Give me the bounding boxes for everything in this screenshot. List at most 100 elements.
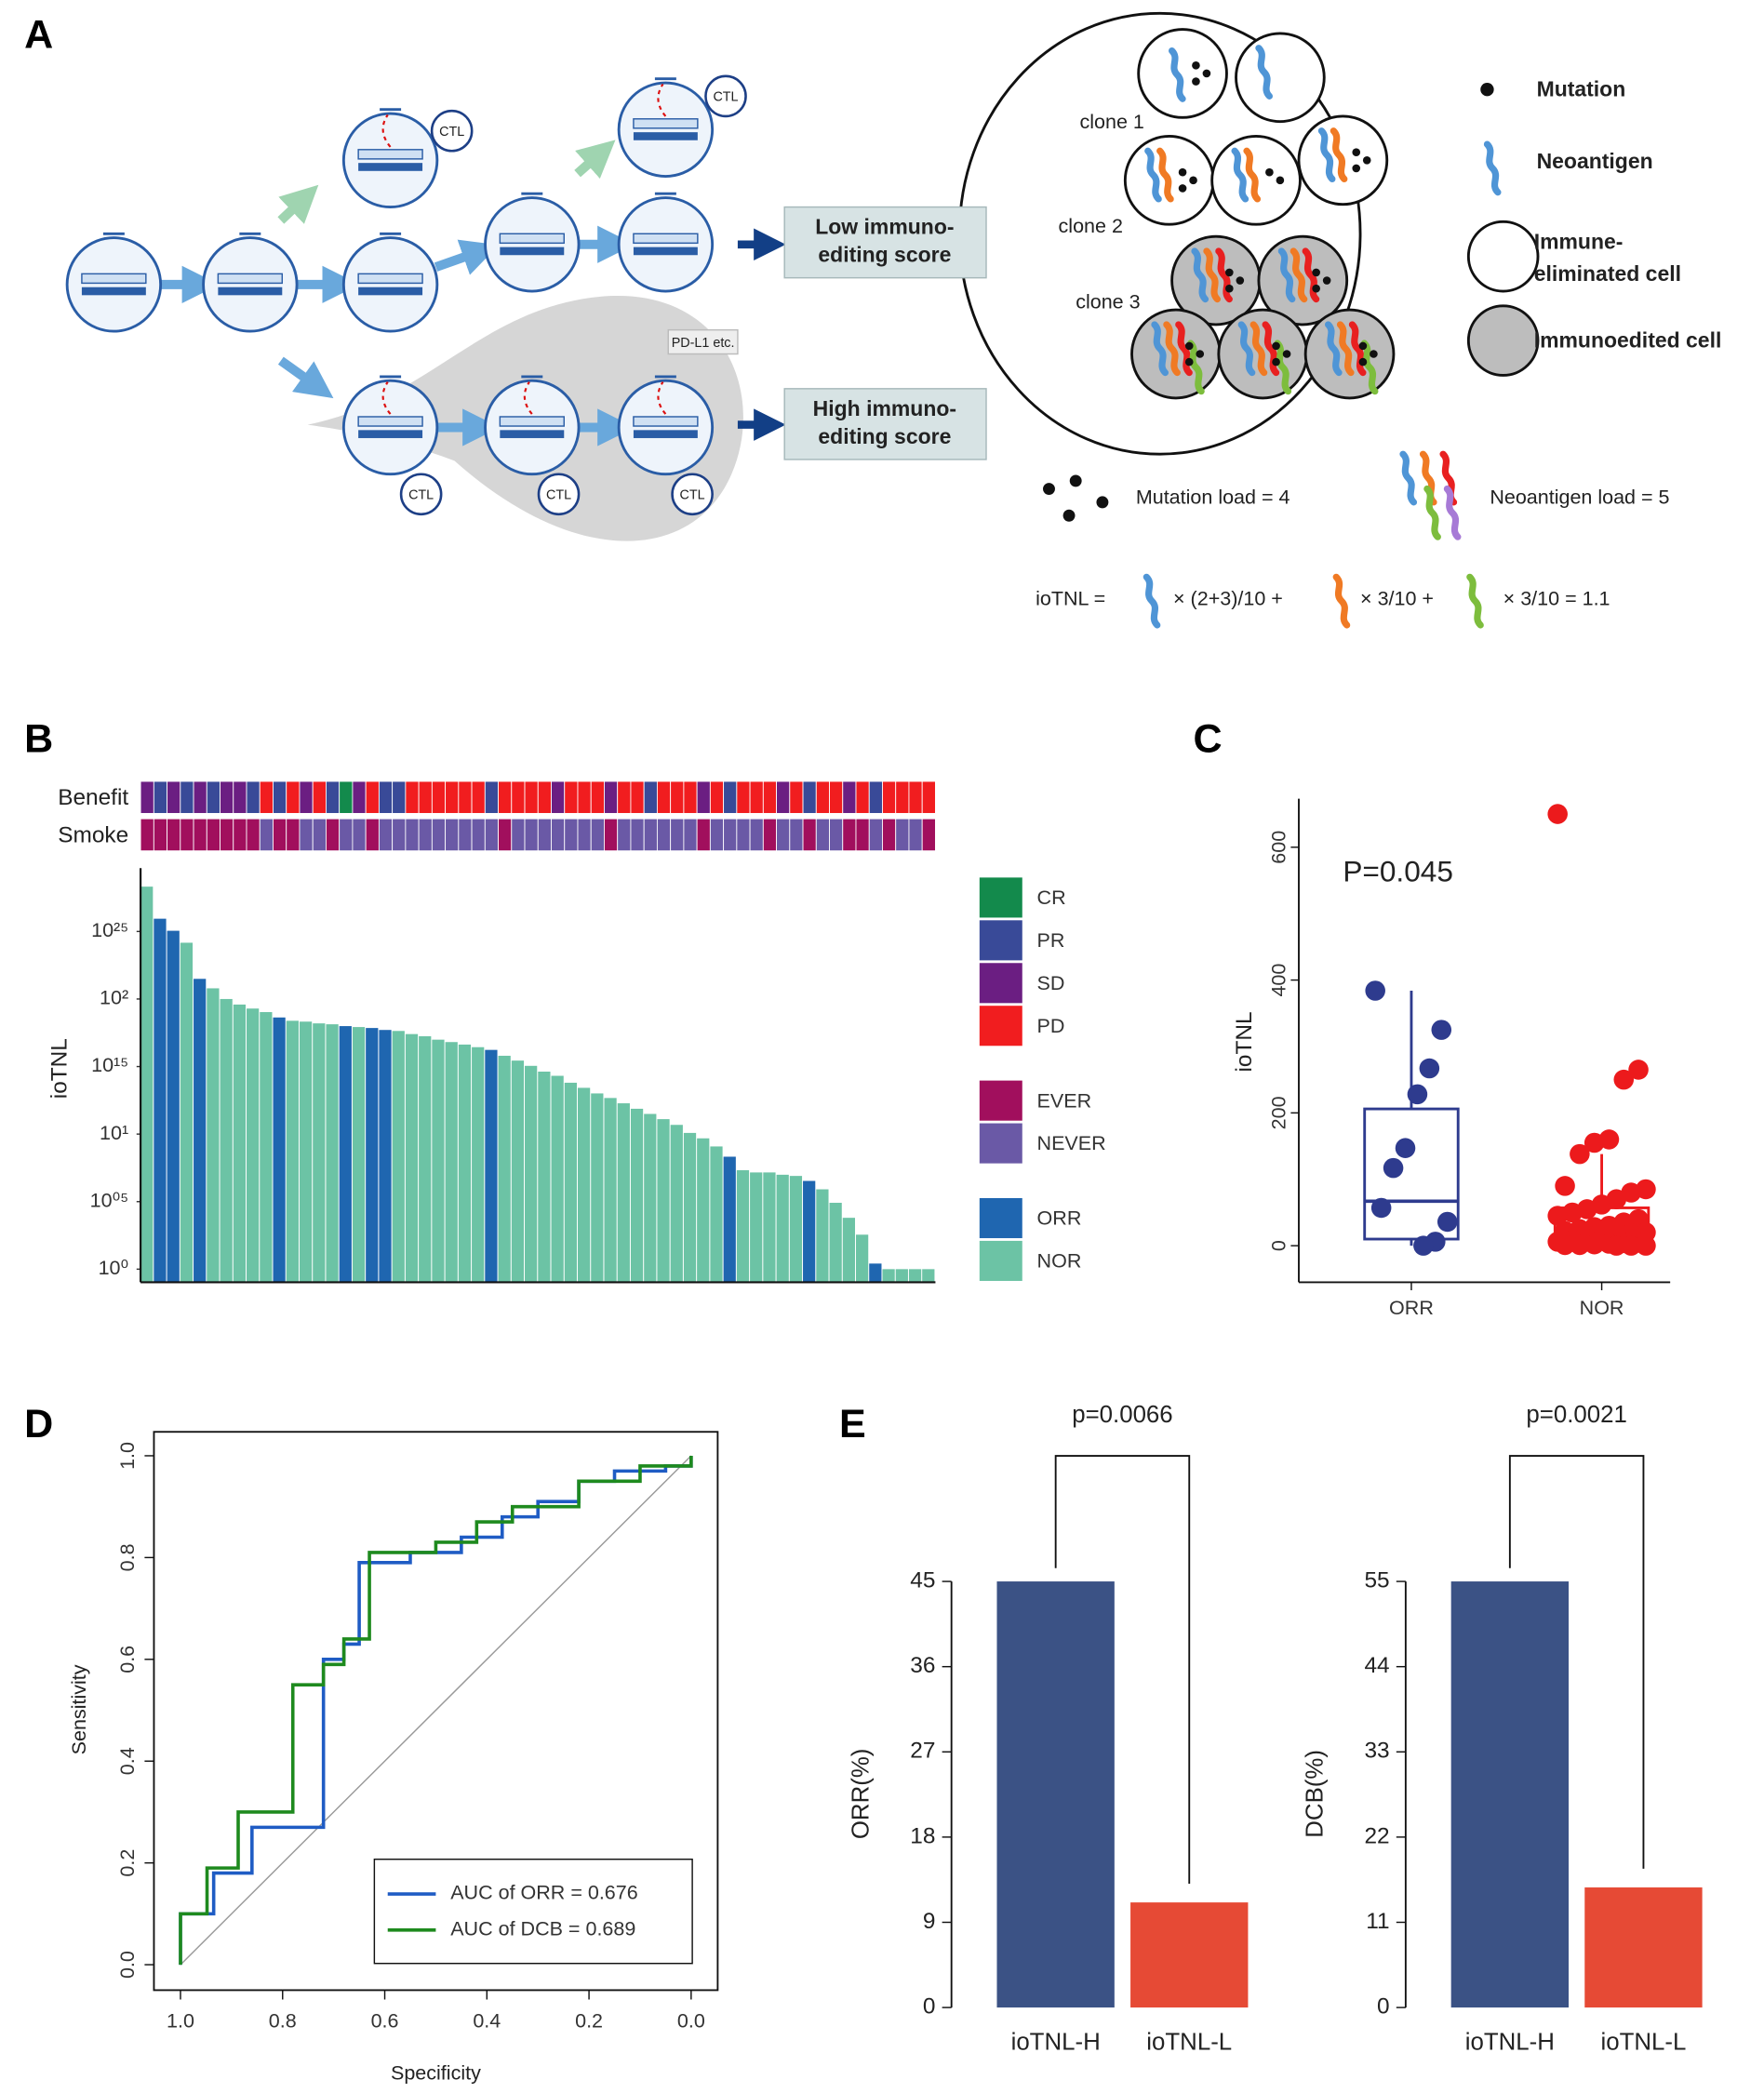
- neoantigen: [1317, 127, 1336, 182]
- mutation-dot: [1189, 176, 1197, 185]
- bar: [432, 1039, 445, 1283]
- legend-label: PD: [1037, 1015, 1065, 1037]
- y-tick-label: 0: [1377, 1994, 1390, 2020]
- strip-label: Smoke: [58, 822, 128, 847]
- annotation-cell: [590, 780, 605, 814]
- bar: [564, 1082, 577, 1283]
- annotation-cell: [670, 780, 685, 814]
- annotation-cell: [829, 818, 844, 852]
- point: [1584, 1132, 1605, 1153]
- chromosome: [499, 416, 565, 427]
- score-text: High immuno-: [813, 396, 956, 420]
- bar: [485, 1049, 498, 1283]
- ctl-badge: [704, 74, 747, 118]
- neoantigen: [1274, 340, 1292, 395]
- bar: [233, 1004, 247, 1283]
- mutation-dot: [1043, 483, 1055, 495]
- chromosome: [357, 416, 423, 427]
- sub-cell: [1137, 28, 1228, 119]
- annotation-cell: [286, 780, 301, 814]
- annotation-cell: [723, 780, 738, 814]
- bar: [1450, 1581, 1570, 2008]
- annotation-cell: [140, 818, 154, 852]
- annotation-cell: [273, 780, 287, 814]
- bar: [352, 1027, 366, 1283]
- annotation-cell: [524, 780, 539, 814]
- bar: [260, 1012, 273, 1283]
- neoantigen: [1483, 140, 1502, 196]
- annotation-cell: [312, 780, 327, 814]
- annotation-cell: [855, 780, 870, 814]
- mutation-dot: [1322, 276, 1331, 285]
- neoantigen: [1156, 147, 1174, 203]
- bar: [842, 1218, 856, 1283]
- bar: [180, 942, 194, 1283]
- x-tick-label: ioTNL-H: [1465, 2030, 1555, 2056]
- annotation-cell: [458, 780, 473, 814]
- y-tick-label: 400: [1268, 964, 1290, 997]
- annotation-cell: [762, 780, 777, 814]
- legend-text: Mutation: [1537, 77, 1626, 101]
- annotation-cell: [167, 780, 181, 814]
- point: [1370, 1197, 1392, 1219]
- annotation-cell: [776, 780, 791, 814]
- point: [1547, 804, 1568, 824]
- formula-text: × (2+3)/10 +: [1173, 587, 1283, 609]
- neoantigen: [1336, 321, 1355, 377]
- annotation-cell: [378, 818, 394, 852]
- annotation-cell: [551, 818, 566, 852]
- annotation-cell: [683, 780, 698, 814]
- mutation-dot: [1184, 357, 1194, 367]
- annotation-cell: [378, 780, 394, 814]
- bar: [816, 1189, 829, 1283]
- annotation-cell: [418, 780, 433, 814]
- clone-label: clone 3: [1076, 291, 1140, 313]
- bar: [776, 1174, 789, 1283]
- annotation-cell: [577, 780, 592, 814]
- ctl-badge: [537, 473, 581, 516]
- bar: [472, 1046, 485, 1283]
- bar: [856, 1234, 869, 1283]
- cell: [617, 196, 715, 293]
- plot-frame: [153, 1431, 719, 1992]
- annotation-cell: [498, 780, 513, 814]
- p-value: p=0.0021: [1526, 1402, 1626, 1428]
- chromosome: [633, 247, 698, 256]
- annotation-cell: [498, 818, 513, 852]
- point: [1555, 1234, 1575, 1256]
- clone-label: clone 1: [1080, 111, 1144, 133]
- annotation-cell: [789, 818, 804, 852]
- legend-label: PR: [1037, 929, 1065, 952]
- bar: [763, 1172, 776, 1283]
- mutation-dot: [1272, 357, 1280, 367]
- legend-label: ORR: [1037, 1207, 1082, 1230]
- mutation-dot: [1178, 167, 1187, 177]
- annotation-cell: [405, 818, 420, 852]
- mutation-dot: [1282, 350, 1291, 358]
- neoantigen: [1443, 485, 1462, 540]
- neoantigen: [1168, 47, 1186, 102]
- neoantigen: [1399, 450, 1418, 506]
- bar: [167, 930, 180, 1283]
- annotation-cell: [511, 780, 526, 814]
- y-tick-label: 200: [1268, 1096, 1290, 1129]
- bar: [604, 1098, 617, 1283]
- legend-label: EVER: [1037, 1089, 1092, 1112]
- mutation-dot: [1312, 268, 1320, 277]
- annotation-cell: [405, 780, 420, 814]
- annotation-cell: [842, 780, 857, 814]
- bar: [736, 1170, 750, 1283]
- annotation-cell: [802, 818, 817, 852]
- y-tick-label: 22: [1364, 1823, 1389, 1848]
- panel-label: B: [24, 716, 53, 761]
- point: [1613, 1069, 1635, 1090]
- point: [1547, 1206, 1568, 1226]
- annotation-cell: [921, 818, 936, 852]
- cell: [202, 236, 299, 333]
- bar: [207, 988, 220, 1283]
- chromosome: [633, 430, 698, 438]
- bar: [657, 1119, 670, 1283]
- neoantigen: [1330, 127, 1348, 182]
- formula-text: × 3/10 +: [1360, 587, 1434, 609]
